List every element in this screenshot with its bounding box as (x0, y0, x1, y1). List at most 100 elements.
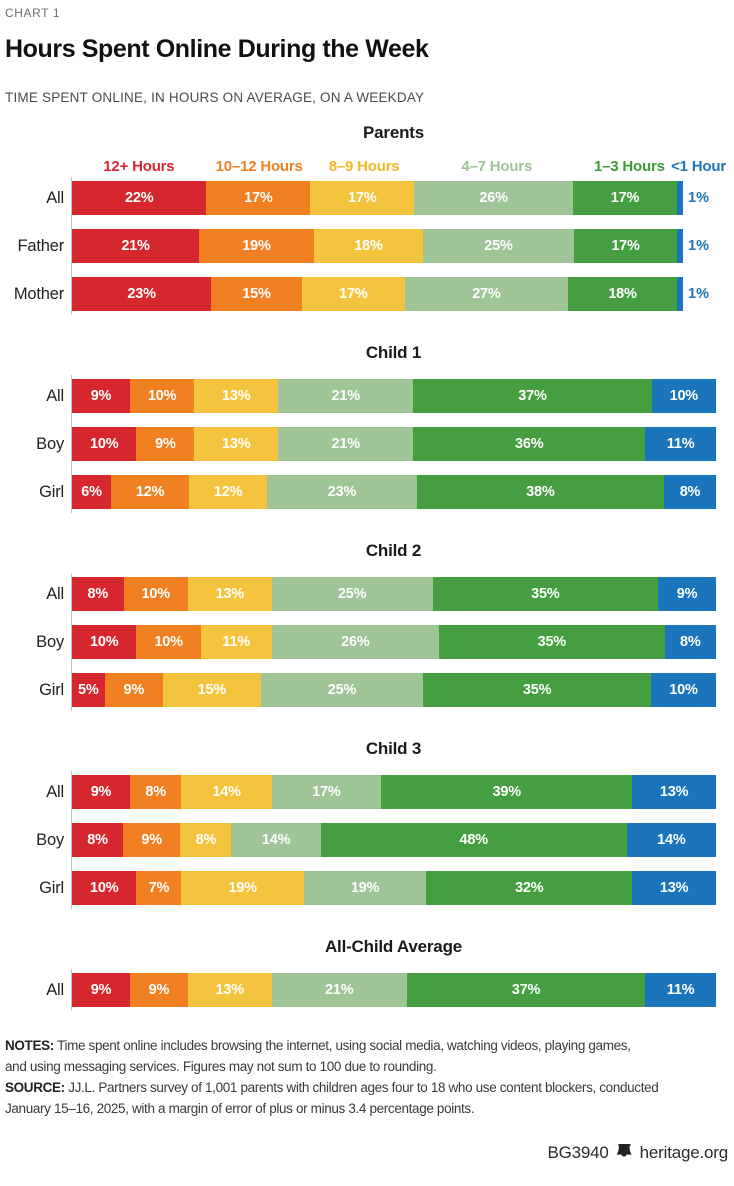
bar-row-boy: Boy 10% 10% 11% 26% 35% 8% (36, 625, 717, 659)
bar-row-girl: Girl 5% 9% 15% 25% 35% 10% (39, 673, 716, 707)
bar-segment-label: 26% (479, 190, 508, 206)
legend-item-1-3-hours: 1–3 Hours (594, 158, 665, 175)
bar-segment-10-12-hours: 9% (104, 673, 164, 707)
bar-segment-4-7-hours: 26% (271, 625, 440, 659)
bar-segment-1-3-hours: 38% (416, 475, 664, 509)
bar-segment-label: 21% (325, 982, 354, 998)
stacked-bar-chart: Parents 12+ Hours 10–12 Hours 8–9 Hours 4–7 … (5, 123, 728, 1011)
bar-segment-10-12-hours: 9% (123, 823, 181, 857)
bar-segment-label: 13% (659, 880, 689, 896)
bar-segment-label: 10% (669, 388, 699, 404)
bar-segment-4-7-hours: 25% (422, 229, 575, 263)
bar-segment-12-hours: 21% (72, 229, 200, 263)
bar-segments: 10% 9% 13% 21% 36% 11% (72, 427, 716, 461)
bar-segment-label: 13% (215, 586, 245, 602)
outside-segment-label: 1% (688, 238, 709, 254)
row-label: All (46, 783, 64, 801)
legend-item-12-hours: 12+ Hours (103, 158, 175, 175)
bar-segment-4-7-hours: 25% (260, 673, 424, 707)
bar-segment-1-hour (676, 277, 684, 311)
bar-segments: 6% 12% 12% 23% 38% 8% (72, 475, 716, 509)
bar-segment-label: 13% (222, 388, 251, 404)
bar-segment-10-12-hours: 12% (111, 475, 190, 509)
chart-section-child-1: Child 1 All 9% 10% 13% 21% 37% 10% Boy 10% 9% 13% 21… (5, 343, 728, 513)
footer: BG3940 heritage.org (5, 1143, 728, 1163)
bar-segment-label: 17% (348, 190, 377, 206)
bar-segment-8-9-hours: 19% (181, 871, 304, 905)
bar-segments: 21% 19% 18% 25% 17% (72, 229, 683, 263)
bar-segments: 9% 10% 13% 21% 37% 10% (72, 379, 716, 413)
bar-segment-label: 14% (657, 832, 686, 848)
bar-segment-label: 11% (666, 982, 695, 998)
chart-section-all-child-average: All-Child Average All 9% 9% 13% 21% 37% 11% (5, 937, 728, 1011)
bar-segment-1-3-hours: 17% (574, 229, 677, 263)
bar-segment-label: 21% (331, 436, 360, 452)
bar-segment-8-9-hours: 13% (194, 379, 279, 413)
bar-segment-1-3-hours: 35% (432, 577, 659, 611)
bar-segment-4-7-hours: 21% (278, 427, 414, 461)
bar-segment-label: 25% (484, 238, 513, 254)
bar-segment-label: 9% (155, 436, 176, 452)
bar-segment-1-3-hours: 48% (320, 823, 627, 857)
bars-area: All 9% 9% 13% 21% 37% 11% (46, 969, 716, 1011)
bar-segment-label: 8% (145, 784, 166, 800)
doc-id: BG3940 (547, 1143, 609, 1162)
bar-segment-label: 8% (679, 634, 701, 650)
bar-segment-10-12-hours: 10% (123, 577, 188, 611)
bar-segments: 10% 10% 11% 26% 35% 8% (72, 625, 717, 659)
bar-segment-4-7-hours: 23% (267, 475, 417, 509)
bar-segment-label: 10% (154, 634, 183, 650)
bar-segment-label: 17% (244, 190, 273, 206)
bar-row-mother: Mother 23% 15% 17% 27% 18% 1% (14, 277, 716, 311)
bar-row-all: All 8% 10% 13% 25% 35% 9% (46, 577, 716, 611)
chart-subtitle: TIME SPENT ONLINE, IN HOURS ON AVERAGE, … (5, 90, 425, 105)
bar-segment-12-hours: 9% (72, 973, 130, 1007)
bar-segment-label: 8% (679, 484, 701, 500)
bar-segment-4-7-hours: 17% (271, 775, 382, 809)
bar-segment-label: 11% (666, 436, 695, 452)
bar-segment-label: 10% (89, 634, 119, 650)
bar-segment-12-hours: 10% (72, 625, 137, 659)
bar-segment-label: 5% (77, 682, 99, 698)
legend-item-8-9-hours: 8–9 Hours (328, 158, 400, 175)
bar-segment-12-hours: 9% (72, 379, 130, 413)
bar-segments: 8% 10% 13% 25% 35% 9% (72, 577, 716, 611)
note-label: NOTES: (5, 1038, 54, 1053)
bar-segment-label: 13% (222, 436, 251, 452)
bars-area: All 8% 10% 13% 25% 35% 9% Boy 10% 10% 11% 26% 35% 8% G… (36, 573, 717, 711)
section-title: Child 1 (365, 343, 422, 362)
bar-segment-label: 37% (518, 388, 547, 404)
bar-segment-1-hour: 11% (645, 973, 716, 1007)
bar-segment-label: 19% (242, 238, 271, 254)
bar-segment-1-hour: 13% (632, 871, 716, 905)
bar-segment-label: 12% (213, 484, 243, 500)
legend-cell: 8–9 Hours (312, 155, 417, 175)
bar-segment-label: 12% (135, 484, 165, 500)
bar-segment-label: 13% (659, 784, 689, 800)
bar-segment-1-3-hours: 32% (426, 871, 633, 905)
note-text: January 15–16, 2025, with a margin of er… (5, 1101, 475, 1116)
bar-segment-label: 48% (459, 832, 489, 848)
bar-segment-10-12-hours: 10% (136, 625, 201, 659)
bar-segment-8-9-hours: 17% (310, 181, 415, 215)
bar-segment-4-7-hours: 14% (231, 823, 321, 857)
bar-segments: 9% 9% 13% 21% 37% 11% (72, 973, 716, 1007)
bar-segment-label: 21% (331, 388, 360, 404)
bar-segment-12-hours: 23% (72, 277, 212, 311)
bar-segment-4-7-hours: 26% (414, 181, 574, 215)
legend-row: 12+ Hours 10–12 Hours 8–9 Hours 4–7 Hours 1–… (71, 155, 726, 175)
bar-segment-label: 13% (215, 982, 245, 998)
bar-segment-1-hour: 9% (658, 577, 716, 611)
legend-cell: 1–3 Hours (577, 155, 682, 175)
bar-segment-label: 35% (537, 634, 567, 650)
row-label: All (46, 981, 64, 999)
bar-segment-label: 6% (81, 484, 102, 500)
note-line: January 15–16, 2025, with a margin of er… (5, 1098, 728, 1119)
bar-segment-1-3-hours: 17% (573, 181, 677, 215)
bar-segment-label: 9% (141, 832, 162, 848)
bar-segment-12-hours: 10% (72, 427, 137, 461)
footnotes: NOTES: Time spent online includes browsi… (5, 1035, 728, 1119)
bar-segment-4-7-hours: 21% (278, 379, 414, 413)
bar-segments: 23% 15% 17% 27% 18% (72, 277, 684, 311)
bar-segment-12-hours: 6% (72, 475, 112, 509)
